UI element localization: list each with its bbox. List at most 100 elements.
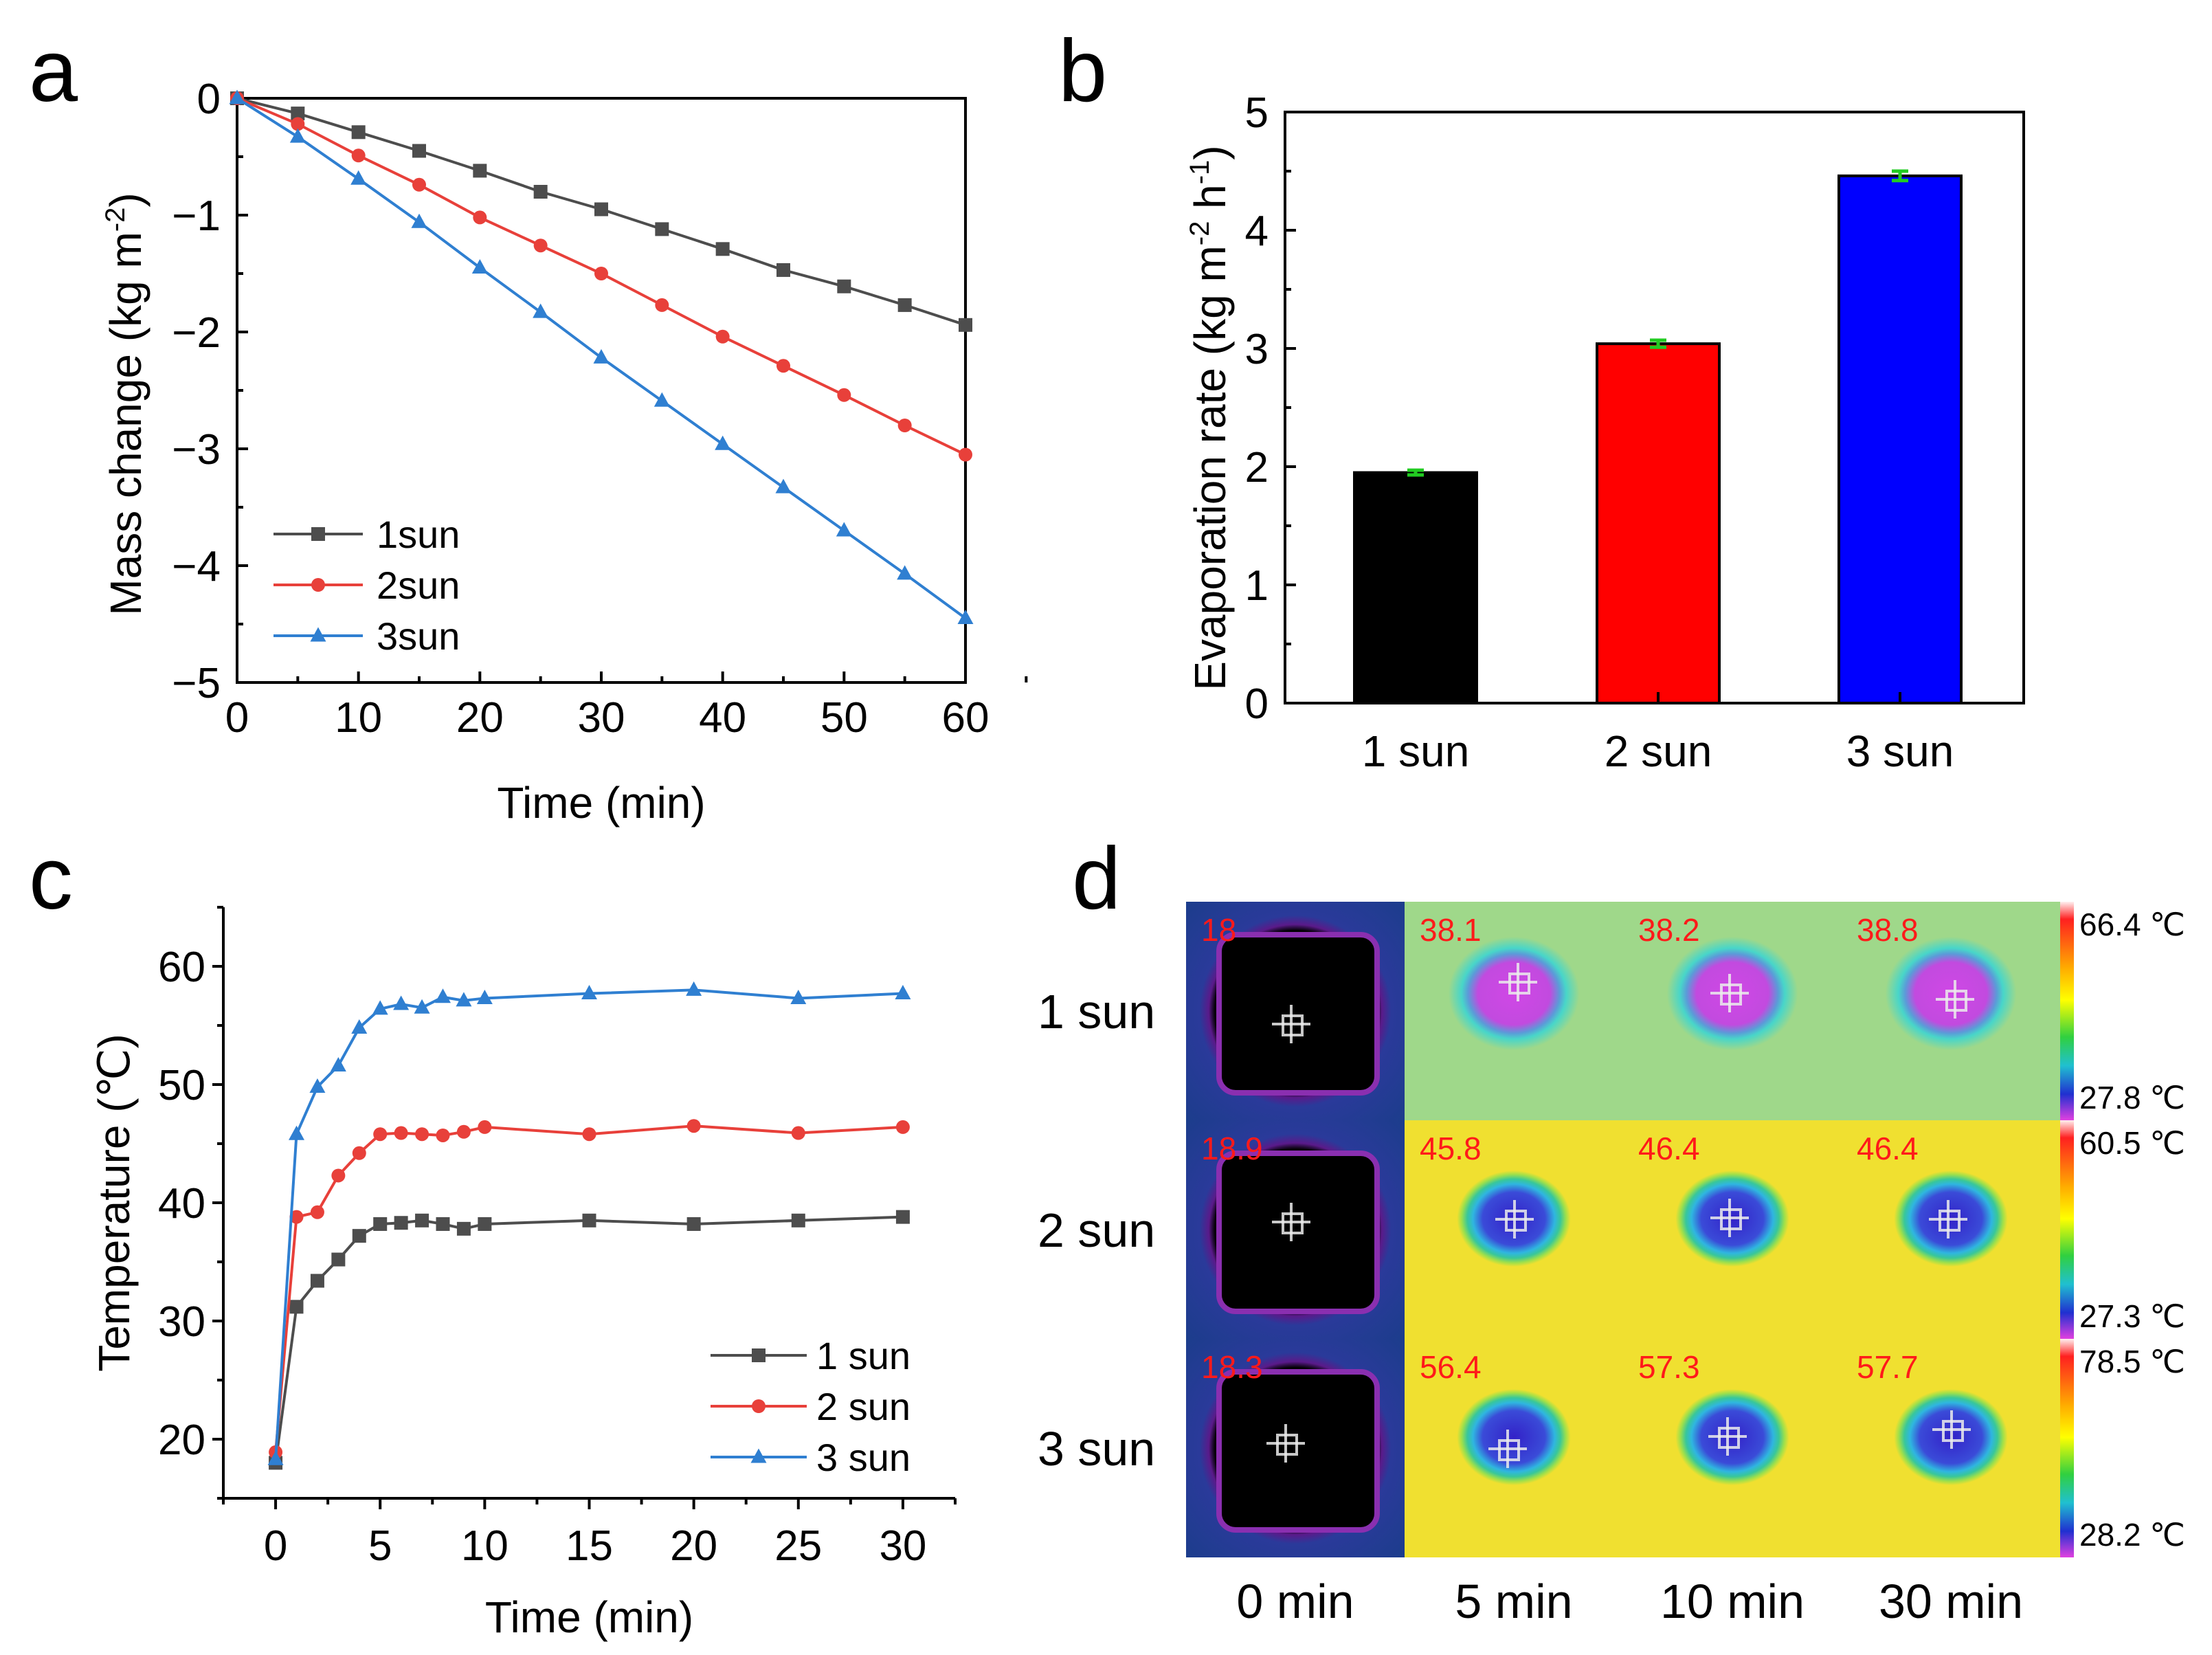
c-ytick-label: 40: [158, 1180, 205, 1228]
a-data-point: [897, 298, 912, 312]
a-data-point: [655, 222, 669, 236]
crosshair-bar: [1932, 1428, 1971, 1431]
c-data-point: [373, 1217, 388, 1231]
thermal-temp-value: 57.7: [1857, 1349, 1919, 1385]
scale-min-label: 28.2 ℃: [2079, 1517, 2185, 1553]
chart-c: 0 5 10 15 20 25 30 20 30 40 50 60 1 sun 2 sun 3 sun T…: [89, 906, 957, 1642]
a-ytick-label: −3: [172, 426, 221, 474]
a-data-point: [837, 279, 851, 293]
c-data-point: [456, 992, 472, 1007]
thermal-column-label: 5 min: [1455, 1575, 1573, 1628]
a-legend-marker: [310, 627, 326, 642]
c-data-point: [309, 1078, 326, 1093]
thermal-temp-value: 56.4: [1420, 1349, 1482, 1385]
c-series-line: [274, 1124, 904, 1453]
a-data-point: [473, 210, 487, 225]
thermal-image: 38.2: [1623, 902, 1842, 1120]
a-xtick-label: 0: [225, 694, 249, 742]
crosshair-bar: [1266, 1442, 1305, 1445]
scale-min-label: 27.8 ℃: [2079, 1080, 2185, 1115]
c-legend-label: 3 sun: [816, 1436, 911, 1479]
c-data-point: [895, 985, 911, 1000]
a-xtick-label: 50: [820, 694, 868, 742]
c-data-point: [352, 1146, 366, 1160]
c-data-point: [686, 1217, 701, 1231]
a-data-point: [837, 388, 851, 402]
c-xtick-label: 25: [774, 1522, 822, 1570]
c-data-point: [310, 1274, 324, 1288]
a-data-point: [412, 144, 426, 158]
chart-c-legend: 1 sun 2 sun 3 sun: [711, 1334, 911, 1479]
color-scale-bar: [2060, 1120, 2074, 1339]
a-data-point: [777, 263, 790, 277]
c-ytick-label: 50: [158, 1062, 205, 1109]
c-data-point: [476, 989, 493, 1004]
a-legend-label: 3sun: [377, 614, 460, 658]
crosshair-icon: [1936, 980, 1974, 1019]
chart-b-bars: 1 sun 2 sun 3 sun: [1353, 169, 1963, 776]
thermal-image: 38.1: [1405, 902, 1623, 1120]
a-data-point: [836, 522, 852, 537]
chart-c-ylabel: Temperature (℃): [89, 1034, 139, 1372]
a-data-point: [653, 392, 670, 407]
c-ytick-label: 20: [158, 1417, 205, 1464]
a-legend-label: 2sun: [377, 564, 460, 607]
a-data-point: [291, 107, 305, 121]
thermal-temp-value: 18.3: [1201, 1349, 1263, 1385]
a-data-point: [655, 298, 669, 312]
chart-a-ticks: 0 10 20 30 40 50 60 0 −1 −2 −3 −4 −5: [172, 76, 1028, 742]
crosshair-bar: [1710, 992, 1749, 995]
thermal-temp-value: 46.4: [1857, 1131, 1919, 1166]
thermal-image: 46.4: [1623, 1120, 1842, 1339]
panel-letter-b: b: [1058, 22, 1108, 120]
thermal-temp-value: 38.1: [1420, 912, 1482, 948]
c-data-point: [331, 1168, 346, 1183]
c-legend-marker: [750, 1448, 767, 1463]
b-bar: [1837, 174, 1963, 704]
b-ytick-label: 2: [1245, 444, 1269, 491]
crosshair-bar: [1929, 1218, 1967, 1221]
c-data-point: [686, 1119, 701, 1133]
a-data-point: [897, 565, 913, 580]
scale-max-label: 66.4 ℃: [2079, 907, 2185, 942]
a-data-point: [533, 303, 549, 318]
c-data-point: [582, 1127, 596, 1142]
thermal-column-label: 30 min: [1878, 1575, 2024, 1628]
c-data-point: [582, 1213, 596, 1228]
c-data-point: [352, 1229, 366, 1243]
crosshair-bar: [1708, 1435, 1747, 1438]
c-data-point: [351, 1019, 368, 1034]
c-data-point: [478, 1217, 492, 1231]
c-data-point: [478, 1120, 492, 1134]
scale-max-label: 60.5 ℃: [2079, 1125, 2185, 1161]
panel-letter-d: d: [1072, 830, 1121, 928]
thermal-temp-value: 57.3: [1638, 1349, 1700, 1385]
a-data-point: [533, 185, 548, 199]
crosshair-bar: [1710, 1217, 1749, 1219]
c-xtick-label: 5: [368, 1522, 392, 1570]
chart-c-ticks: 0 5 10 15 20 25 30 20 30 40 50 60: [158, 906, 957, 1570]
thermal-image: 18.9: [1186, 1120, 1405, 1339]
thermal-row-label: 2 sun: [1038, 1203, 1156, 1257]
crosshair-icon: [1932, 1410, 1971, 1449]
a-legend-label: 1sun: [377, 513, 460, 556]
thermal-image: 18.3: [1186, 1339, 1405, 1557]
thermal-temp-value: 18.9: [1201, 1131, 1263, 1166]
color-scale-bar: [2060, 902, 2074, 1120]
a-data-point: [594, 267, 608, 280]
c-data-point: [436, 1217, 450, 1231]
crosshair-bar: [1495, 1218, 1534, 1221]
a-data-point: [229, 89, 245, 104]
b-ytick-label: 3: [1245, 326, 1269, 373]
crosshair-bar: [1936, 998, 1974, 1001]
thermal-column-label: 0 min: [1236, 1575, 1354, 1628]
a-data-point: [593, 348, 610, 364]
c-data-point: [581, 985, 597, 1000]
a-data-point: [289, 128, 306, 143]
c-data-point: [415, 1127, 429, 1142]
c-xtick-label: 0: [264, 1522, 287, 1570]
chart-c-xlabel: Time (min): [485, 1592, 693, 1642]
c-data-point: [330, 1056, 346, 1071]
b-category-label: 2 sun: [1605, 726, 1712, 776]
thermal-row-label: 1 sun: [1038, 985, 1156, 1038]
